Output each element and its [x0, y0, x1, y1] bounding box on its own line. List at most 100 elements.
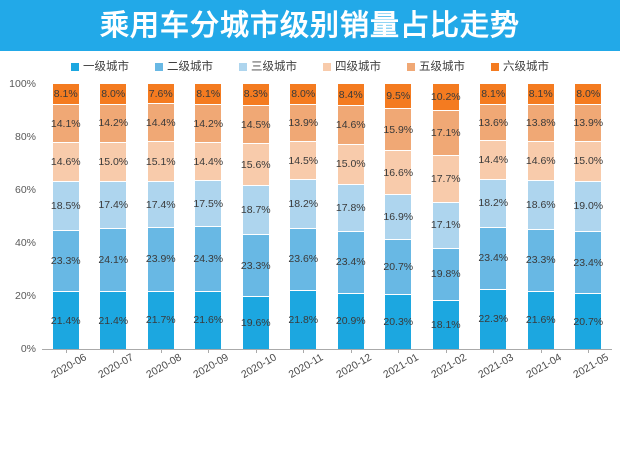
bar-group[interactable]: 8.3% 14.5% 15.6% 18.7% 23.3% 19.6%: [232, 84, 280, 349]
legend-item-5[interactable]: 五级城市: [407, 61, 465, 73]
bar-group[interactable]: 8.0% 13.9% 14.5% 18.2% 23.6% 21.8%: [280, 84, 328, 349]
bar-segment[interactable]: 8.1%: [480, 84, 507, 106]
bar-segment[interactable]: 14.4%: [478, 141, 508, 180]
bar-segment[interactable]: 13.8%: [526, 105, 556, 143]
legend-item-4[interactable]: 四级城市: [323, 61, 381, 73]
stacked-bar[interactable]: 7.6% 14.4% 15.1% 17.4% 23.9% 21.7%: [146, 84, 176, 350]
bar-segment[interactable]: 17.1%: [431, 111, 461, 157]
bar-group[interactable]: 10.2% 17.1% 17.7% 17.1% 19.8% 18.1%: [422, 84, 470, 349]
legend-item-1[interactable]: 一级城市: [71, 61, 129, 73]
bar-group[interactable]: 8.1% 13.8% 14.6% 18.6% 23.3% 21.6%: [517, 84, 565, 349]
stacked-bar[interactable]: 8.1% 14.1% 14.6% 18.5% 23.3% 21.4%: [51, 84, 81, 349]
bar-segment[interactable]: 7.6%: [147, 84, 174, 105]
bar-segment[interactable]: 20.3%: [383, 294, 413, 349]
bar-group[interactable]: 8.1% 14.1% 14.6% 18.5% 23.3% 21.4%: [42, 84, 90, 349]
stacked-bar[interactable]: 10.2% 17.1% 17.7% 17.1% 19.8% 18.1%: [431, 84, 461, 349]
bar-segment[interactable]: 23.9%: [146, 228, 176, 292]
bar-segment[interactable]: 14.1%: [51, 105, 81, 143]
bar-segment[interactable]: 18.2%: [478, 179, 508, 228]
bar-segment[interactable]: 17.8%: [336, 184, 366, 232]
bar-segment[interactable]: 19.8%: [431, 248, 461, 301]
stacked-bar[interactable]: 8.4% 14.6% 15.0% 17.8% 23.4% 20.9%: [336, 84, 366, 350]
bar-segment[interactable]: 23.3%: [526, 229, 556, 292]
bar-segment[interactable]: 16.9%: [383, 195, 413, 241]
bar-segment[interactable]: 23.4%: [336, 231, 366, 294]
bar-group[interactable]: 7.6% 14.4% 15.1% 17.4% 23.9% 21.7%: [137, 84, 185, 350]
bar-segment[interactable]: 21.4%: [98, 292, 128, 349]
bar-segment[interactable]: 21.4%: [51, 292, 81, 349]
bar-segment[interactable]: 8.0%: [100, 84, 127, 106]
bar-segment[interactable]: 20.7%: [573, 294, 603, 349]
bar-segment[interactable]: 8.1%: [195, 84, 222, 106]
legend-item-2[interactable]: 二级城市: [155, 61, 213, 73]
bar-segment[interactable]: 21.7%: [146, 291, 176, 350]
bar-segment[interactable]: 19.6%: [241, 297, 271, 349]
bar-segment[interactable]: 22.3%: [478, 289, 508, 349]
bar-segment[interactable]: 17.7%: [431, 156, 461, 204]
bar-segment[interactable]: 21.8%: [288, 291, 318, 349]
bar-segment[interactable]: 8.1%: [52, 84, 79, 106]
bar-segment[interactable]: 13.9%: [288, 105, 318, 143]
bar-segment[interactable]: 17.5%: [193, 181, 223, 228]
legend-item-3[interactable]: 三级城市: [239, 61, 297, 73]
bar-segment[interactable]: 15.6%: [241, 144, 271, 186]
stacked-bar[interactable]: 8.0% 14.2% 15.0% 17.4% 24.1% 21.4%: [98, 84, 128, 349]
bar-segment[interactable]: 17.1%: [431, 203, 461, 249]
bar-group[interactable]: 9.5% 15.9% 16.6% 16.9% 20.7% 20.3%: [375, 84, 423, 349]
bar-segment[interactable]: 8.4%: [337, 84, 364, 107]
bar-segment[interactable]: 24.3%: [193, 227, 223, 292]
bar-segment[interactable]: 8.1%: [527, 84, 554, 106]
bar-segment[interactable]: 14.4%: [193, 143, 223, 182]
bar-segment[interactable]: 21.6%: [193, 291, 223, 349]
bar-segment[interactable]: 15.0%: [336, 144, 366, 185]
bar-segment[interactable]: 20.9%: [336, 293, 366, 350]
stacked-bar[interactable]: 8.0% 13.9% 14.5% 18.2% 23.6% 21.8%: [288, 84, 318, 349]
stacked-bar[interactable]: 8.1% 14.2% 14.4% 17.5% 24.3% 21.6%: [193, 84, 223, 349]
bar-segment[interactable]: 14.6%: [336, 106, 366, 145]
bar-segment[interactable]: 14.2%: [193, 105, 223, 144]
bar-segment[interactable]: 8.0%: [290, 84, 317, 106]
bar-segment[interactable]: 17.4%: [98, 182, 128, 229]
bar-segment[interactable]: 15.1%: [146, 142, 176, 183]
bar-segment[interactable]: 23.4%: [573, 232, 603, 295]
bar-segment[interactable]: 10.2%: [431, 84, 461, 112]
bar-segment[interactable]: 23.3%: [51, 230, 81, 293]
bar-segment[interactable]: 18.6%: [526, 180, 556, 230]
bar-segment[interactable]: 18.2%: [288, 180, 318, 229]
bar-segment[interactable]: 23.4%: [478, 227, 508, 290]
bar-segment[interactable]: 23.6%: [288, 228, 318, 292]
bar-segment[interactable]: 18.1%: [431, 301, 461, 349]
bar-segment[interactable]: 9.5%: [385, 84, 412, 110]
bar-segment[interactable]: 15.0%: [98, 142, 128, 183]
bar-group[interactable]: 8.4% 14.6% 15.0% 17.8% 23.4% 20.9%: [327, 84, 375, 350]
stacked-bar[interactable]: 8.1% 13.8% 14.6% 18.6% 23.3% 21.6%: [526, 84, 556, 349]
bar-segment[interactable]: 17.4%: [146, 182, 176, 229]
bar-segment[interactable]: 18.7%: [241, 185, 271, 236]
bar-segment[interactable]: 8.0%: [575, 84, 602, 106]
bar-segment[interactable]: 24.1%: [98, 228, 128, 293]
bar-segment[interactable]: 15.9%: [383, 109, 413, 152]
bar-segment[interactable]: 14.5%: [241, 105, 271, 145]
bar-group[interactable]: 8.0% 13.9% 15.0% 19.0% 23.4% 20.7%: [565, 84, 613, 349]
bar-group[interactable]: 8.1% 14.2% 14.4% 17.5% 24.3% 21.6%: [185, 84, 233, 349]
bar-segment[interactable]: 13.9%: [573, 105, 603, 143]
bar-segment[interactable]: 20.7%: [383, 240, 413, 295]
bar-segment[interactable]: 18.5%: [51, 181, 81, 231]
stacked-bar[interactable]: 8.3% 14.5% 15.6% 18.7% 23.3% 19.6%: [241, 84, 271, 349]
bar-segment[interactable]: 14.4%: [146, 104, 176, 143]
bar-group[interactable]: 8.0% 14.2% 15.0% 17.4% 24.1% 21.4%: [90, 84, 138, 349]
stacked-bar[interactable]: 9.5% 15.9% 16.6% 16.9% 20.7% 20.3%: [383, 84, 413, 349]
bar-segment[interactable]: 23.3%: [241, 235, 271, 298]
bar-segment[interactable]: 8.3%: [242, 84, 269, 106]
bar-segment[interactable]: 14.5%: [288, 142, 318, 181]
bar-segment[interactable]: 14.6%: [526, 142, 556, 181]
bar-segment[interactable]: 15.0%: [573, 142, 603, 182]
bar-segment[interactable]: 14.6%: [51, 142, 81, 182]
bar-segment[interactable]: 19.0%: [573, 181, 603, 233]
bar-segment[interactable]: 16.6%: [383, 151, 413, 196]
bar-segment[interactable]: 14.2%: [98, 105, 128, 143]
legend-item-6[interactable]: 六级城市: [491, 61, 549, 73]
bar-group[interactable]: 8.1% 13.6% 14.4% 18.2% 23.4% 22.3%: [470, 84, 518, 349]
stacked-bar[interactable]: 8.0% 13.9% 15.0% 19.0% 23.4% 20.7%: [573, 84, 603, 349]
stacked-bar[interactable]: 8.1% 13.6% 14.4% 18.2% 23.4% 22.3%: [478, 84, 508, 349]
